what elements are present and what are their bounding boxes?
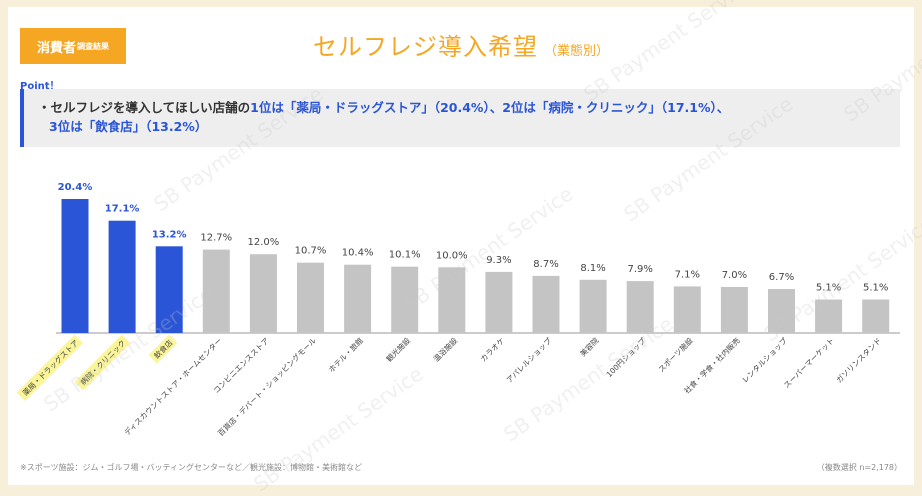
category-label-13: 100円ショップ <box>605 336 648 379</box>
category-highlight-1 <box>16 334 84 402</box>
bar-17 <box>815 299 843 333</box>
point-line-1: ・セルフレジを導入してほしい店舗の1位は「薬局・ドラッグストア」（20.4%）、… <box>38 98 886 117</box>
bar-chart: 20.4% 薬局・ドラッグストア 17.1% 病院・クリニック 13.2% 飲食店 12.7… <box>16 182 900 438</box>
point-line-1-prefix: ・セルフレジを導入してほしい店舗の <box>38 100 251 115</box>
bar-value-label-9: 10.0% <box>436 250 468 261</box>
bar-value-label-10: 9.3% <box>486 255 511 266</box>
bar-10 <box>485 271 513 333</box>
category-label-group-7: ホテル・旅館 <box>326 335 365 374</box>
point-summary-box: ・セルフレジを導入してほしい店舗の1位は「薬局・ドラッグストア」（20.4%）、… <box>20 89 900 147</box>
bar-7 <box>344 264 372 333</box>
bar-value-label-3: 13.2% <box>152 229 187 240</box>
bar-value-label-17: 5.1% <box>816 283 841 294</box>
bar-9 <box>438 267 466 333</box>
category-label-8: 観光施設 <box>384 335 413 364</box>
bar-16 <box>768 289 795 333</box>
bar-value-label-6: 10.7% <box>295 246 327 257</box>
bar-11 <box>532 275 560 333</box>
bar-2 <box>108 220 136 333</box>
bar-value-label-18: 5.1% <box>863 283 888 294</box>
bar-value-label-4: 12.7% <box>200 233 232 244</box>
category-label-group-8: 観光施設 <box>384 335 413 364</box>
footnote: ※スポーツ施設：ジム・ゴルフ場・バッティングセンターなど／観光施設：博物館・美術… <box>20 463 363 472</box>
category-label-group-18: ガソリンスタンド <box>834 335 883 384</box>
bar-12 <box>579 279 607 333</box>
bar-13 <box>626 281 654 333</box>
bar-14 <box>673 286 701 333</box>
point-line-2: 3位は「飲食店」（13.2%） <box>38 117 886 136</box>
category-label-group-3: 飲食店 <box>148 334 178 364</box>
point-line-2-highlight: 3位は「飲食店」（13.2%） <box>49 119 208 134</box>
title-subtitle: （業態別） <box>543 44 609 59</box>
title-text: セルフレジ導入希望 <box>312 33 538 61</box>
category-label-4: ディスカウントストア・ホームセンター <box>122 335 224 437</box>
bar-value-label-5: 12.0% <box>248 237 280 248</box>
bar-value-label-13: 7.9% <box>627 264 652 275</box>
bar-value-label-8: 10.1% <box>389 250 421 261</box>
bar-18 <box>862 299 890 333</box>
badge-main-text: 消費者 <box>36 40 76 56</box>
point-line-1-highlight: 1位は「薬局・ドラッグストア」（20.4%）、2位は「病院・クリニック」（17.… <box>250 100 730 115</box>
category-label-14: スポーツ施設 <box>656 335 695 374</box>
category-label-10: カラオケ <box>479 336 507 364</box>
bar-value-label-1: 20.4% <box>58 182 93 193</box>
bar-5 <box>249 254 277 333</box>
bar-4 <box>202 249 230 333</box>
category-label-9: 温浴施設 <box>431 335 460 364</box>
category-label-1: 薬局・ドラッグストア <box>20 337 80 397</box>
category-label-18: ガソリンスタンド <box>834 335 883 384</box>
bar-8 <box>391 266 419 333</box>
category-label-7: ホテル・旅館 <box>326 335 365 374</box>
category-label-17: スーパーマーケット <box>782 336 836 390</box>
badge-small-text: 調査結果 <box>77 41 109 51</box>
bar-value-label-16: 6.7% <box>769 272 794 283</box>
category-label-11: アパレルショップ <box>505 336 554 385</box>
survey-result-badge: 消費者 調査結果 <box>20 28 126 64</box>
category-label-12: 美容院 <box>578 335 601 358</box>
category-label-group-16: レンタルショップ <box>740 336 789 385</box>
category-label-group-1: 薬局・ドラッグストア <box>16 334 84 402</box>
bar-3 <box>155 246 183 333</box>
slide-canvas: 消費者 調査結果 セルフレジ導入希望 （業態別） Point！ ・セルフレジを導入… <box>8 0 922 496</box>
category-label-16: レンタルショップ <box>740 336 789 385</box>
bar-6 <box>297 262 324 333</box>
bar-value-label-11: 8.7% <box>533 259 558 270</box>
category-label-6: 百貨店・デパート・ショッピングモール <box>215 335 318 438</box>
category-label-group-9: 温浴施設 <box>431 335 460 364</box>
point-label: Point！ <box>20 81 60 92</box>
category-label-group-4: ディスカウントストア・ホームセンター <box>122 335 224 437</box>
category-label-group-6: 百貨店・デパート・ショッピングモール <box>215 335 318 438</box>
category-highlight-3 <box>148 334 178 364</box>
bar-value-label-7: 10.4% <box>342 248 374 259</box>
category-highlight-2 <box>74 334 131 391</box>
category-label-group-14: スポーツ施設 <box>656 335 695 374</box>
category-label-group-11: アパレルショップ <box>505 336 554 385</box>
category-label-group-13: 100円ショップ <box>605 336 648 379</box>
category-label-group-12: 美容院 <box>578 335 601 358</box>
bar-1 <box>61 199 89 333</box>
category-label-group-17: スーパーマーケット <box>782 336 836 390</box>
page-title: セルフレジ導入希望 （業態別） <box>8 27 914 62</box>
bar-15 <box>720 287 748 333</box>
category-label-group-10: カラオケ <box>479 336 507 364</box>
bar-value-label-14: 7.1% <box>675 269 700 280</box>
category-label-2: 病院・クリニック <box>78 337 127 386</box>
sample-size-note: （複数選択 n=2,178） <box>816 463 902 472</box>
bar-value-label-12: 8.1% <box>580 263 605 274</box>
bar-value-label-15: 7.0% <box>722 270 747 281</box>
bar-value-label-2: 17.1% <box>105 204 140 215</box>
